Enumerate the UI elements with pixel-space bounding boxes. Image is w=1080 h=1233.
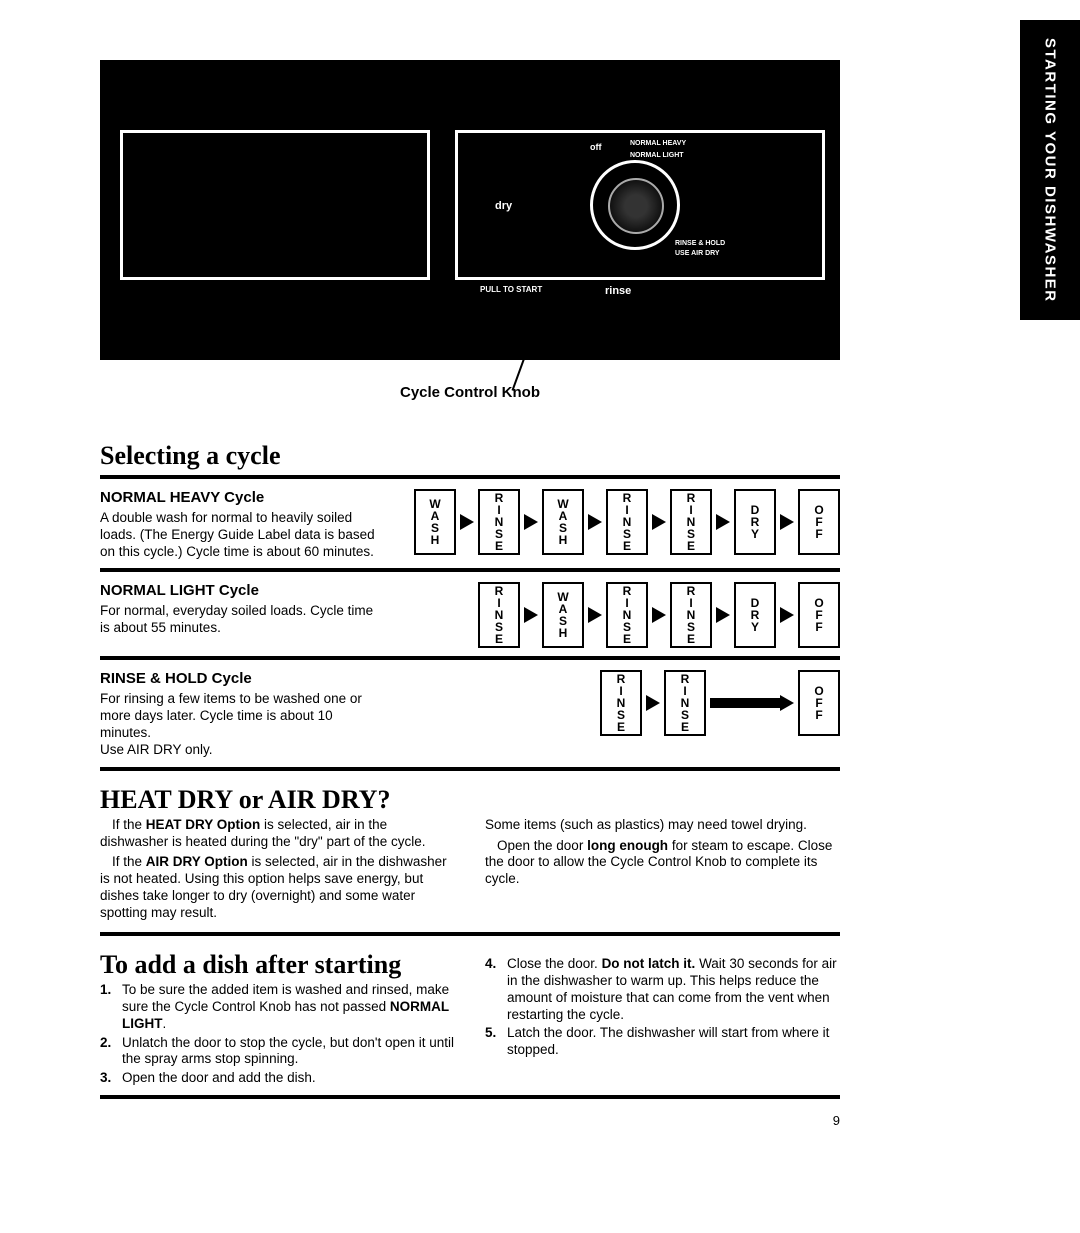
heavy-cycle-text: NORMAL HEAVY Cycle A double wash for nor… <box>100 489 380 560</box>
stage-box: RINSE <box>670 582 712 648</box>
light-title: NORMAL LIGHT Cycle <box>100 582 380 601</box>
heatdry-col1: If the HEAT DRY Option is selected, air … <box>100 817 455 926</box>
step-2: 2.Unlatch the door to stop the cycle, bu… <box>100 1035 455 1069</box>
knob-label-heavy: NORMAL HEAVY <box>630 140 686 147</box>
heatdry-p1: If the HEAT DRY Option is selected, air … <box>100 817 455 851</box>
heatdry-title: HEAT DRY or AIR DRY? <box>100 785 840 815</box>
heatdry-p2: If the AIR DRY Option is selected, air i… <box>100 854 455 922</box>
heatdry-p3: Some items (such as plastics) may need t… <box>485 817 840 834</box>
stage-box: RINSE <box>478 489 520 555</box>
section-tab: STARTING YOUR DISHWASHER <box>1020 20 1080 320</box>
hold-title: RINSE & HOLD Cycle <box>100 670 380 689</box>
add-dish-section: To add a dish after starting 1.To be sur… <box>100 950 840 1099</box>
arrow-icon <box>588 514 602 530</box>
stage-box: OFF <box>798 582 840 648</box>
steps-right: 4.Close the door. Do not latch it. Wait … <box>485 956 840 1059</box>
knob-diagram: off NORMAL HEAVY NORMAL LIGHT RINSE & HO… <box>100 60 840 360</box>
light-diagram: RINSE WASH RINSE RINSE DRY OFF <box>400 582 840 648</box>
hold-desc1: For rinsing a few items to be washed one… <box>100 691 380 742</box>
step-3: 3.Open the door and add the dish. <box>100 1070 455 1087</box>
rule <box>100 656 840 660</box>
rule <box>100 568 840 572</box>
heavy-cycle-row: NORMAL HEAVY Cycle A double wash for nor… <box>100 489 840 560</box>
heatdry-col2: Some items (such as plastics) may need t… <box>485 817 840 926</box>
knob-left-outline <box>120 130 430 280</box>
hold-desc2: Use AIR DRY only. <box>100 742 380 759</box>
adddish-title: To add a dish after starting <box>100 950 455 980</box>
heavy-desc: A double wash for normal to heavily soil… <box>100 510 380 561</box>
stage-box: RINSE <box>664 670 706 736</box>
heavy-title: NORMAL HEAVY Cycle <box>100 489 380 508</box>
arrow-icon <box>716 514 730 530</box>
arrow-icon <box>524 607 538 623</box>
stage-box: RINSE <box>670 489 712 555</box>
knob-label-off: off <box>590 142 602 152</box>
page-number: 9 <box>100 1113 840 1128</box>
page-content: off NORMAL HEAVY NORMAL LIGHT RINSE & HO… <box>0 0 960 1158</box>
stage-box: WASH <box>542 582 584 648</box>
heatdry-p4: Open the door long enough for steam to e… <box>485 838 840 889</box>
step-4: 4.Close the door. Do not latch it. Wait … <box>485 956 840 1024</box>
knob-label-light: NORMAL LIGHT <box>630 152 684 159</box>
rule <box>100 932 840 936</box>
heatdry-columns: If the HEAT DRY Option is selected, air … <box>100 817 840 926</box>
hold-cycle-text: RINSE & HOLD Cycle For rinsing a few ite… <box>100 670 380 758</box>
rule <box>100 1095 840 1099</box>
selecting-title: Selecting a cycle <box>100 441 840 471</box>
knob-label-dry: dry <box>495 200 512 212</box>
rule <box>100 767 840 771</box>
stage-box: DRY <box>734 582 776 648</box>
section-tab-label: STARTING YOUR DISHWASHER <box>1042 38 1059 303</box>
arrow-long-icon <box>710 695 794 711</box>
light-desc: For normal, everyday soiled loads. Cycle… <box>100 603 380 637</box>
arrow-icon <box>716 607 730 623</box>
add-dish-right: 4.Close the door. Do not latch it. Wait … <box>485 950 840 1061</box>
stage-box: RINSE <box>478 582 520 648</box>
arrow-icon <box>460 514 474 530</box>
stage-box: DRY <box>734 489 776 555</box>
knob-label-rinse: rinse <box>605 285 631 297</box>
knob-label-pull: PULL TO START <box>480 285 542 294</box>
stage-box: OFF <box>798 670 840 736</box>
heavy-diagram: WASH RINSE WASH RINSE RINSE DRY OFF <box>400 489 840 555</box>
arrow-icon <box>646 695 660 711</box>
selecting-cycle-section: Selecting a cycle NORMAL HEAVY Cycle A d… <box>100 441 840 771</box>
arrow-icon <box>652 514 666 530</box>
light-cycle-row: NORMAL LIGHT Cycle For normal, everyday … <box>100 582 840 648</box>
arrow-icon <box>524 514 538 530</box>
knob-dial <box>590 160 680 250</box>
add-dish-left: To add a dish after starting 1.To be sur… <box>100 950 455 1089</box>
arrow-icon <box>588 607 602 623</box>
step-1: 1.To be sure the added item is washed an… <box>100 982 455 1033</box>
arrow-icon <box>780 607 794 623</box>
knob-dial-inner <box>608 178 664 234</box>
arrow-icon <box>780 695 794 711</box>
stage-box: WASH <box>414 489 456 555</box>
step-5: 5.Latch the door. The dishwasher will st… <box>485 1025 840 1059</box>
knob-label-rinsehold: RINSE & HOLD <box>675 240 725 247</box>
light-cycle-text: NORMAL LIGHT Cycle For normal, everyday … <box>100 582 380 637</box>
arrow-icon <box>652 607 666 623</box>
arrow-icon <box>780 514 794 530</box>
stage-box: RINSE <box>606 489 648 555</box>
heat-dry-section: HEAT DRY or AIR DRY? If the HEAT DRY Opt… <box>100 785 840 936</box>
stage-box: RINSE <box>600 670 642 736</box>
knob-label-airdry: USE AIR DRY <box>675 250 720 257</box>
hold-diagram: RINSE RINSE OFF <box>400 670 840 736</box>
stage-box: OFF <box>798 489 840 555</box>
stage-box: RINSE <box>606 582 648 648</box>
hold-cycle-row: RINSE & HOLD Cycle For rinsing a few ite… <box>100 670 840 758</box>
rule <box>100 475 840 479</box>
stage-box: WASH <box>542 489 584 555</box>
steps-left: 1.To be sure the added item is washed an… <box>100 982 455 1087</box>
